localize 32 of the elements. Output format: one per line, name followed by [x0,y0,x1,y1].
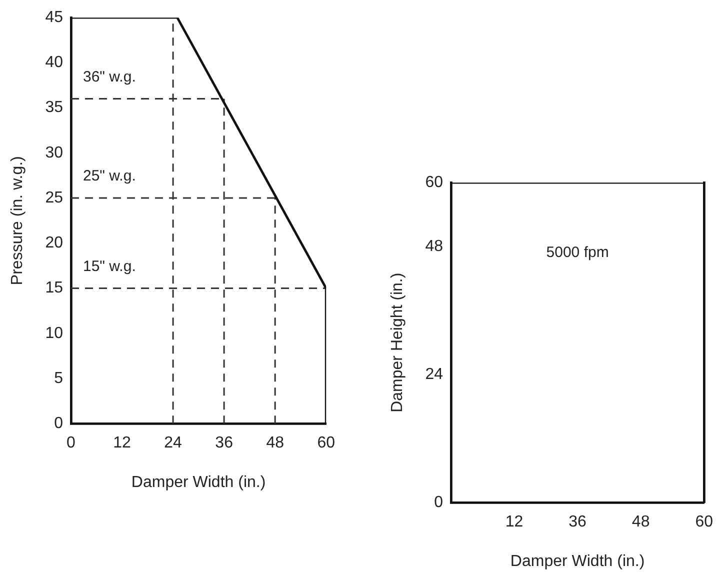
y-tick-label: 35 [45,99,64,116]
x-axis-title: Damper Width (in.) [510,552,645,570]
y-tick-label: 10 [45,324,64,342]
annotation: 15" w.g. [82,258,136,275]
y-tick-label: 25 [45,189,64,206]
y-tick-label: 24 [425,366,444,384]
x-tick-label: 36 [215,434,234,452]
annotation: 25" w.g. [82,168,136,185]
y-tick-label: 5 [54,370,64,387]
y-axis-title: Damper Height (in.) [389,272,406,412]
y-tick-label: 15 [45,280,64,297]
x-tick-label: 48 [266,434,284,452]
y-tick-label: 45 [45,9,64,26]
y-tick-label: 48 [425,238,444,256]
annotation: 36" w.g. [82,68,136,86]
x-tick-label: 36 [568,514,587,531]
annotation: 5000 fpm [546,244,609,262]
x-tick-label: 60 [317,434,336,452]
y-tick-label: 60 [425,174,444,192]
y-tick-label: 0 [54,415,64,432]
x-tick-label: 48 [632,514,650,531]
x-tick-label: 0 [66,434,76,452]
x-tick-label: 24 [164,434,182,452]
x-tick-label: 12 [113,434,132,452]
y-tick-label: 30 [45,144,64,162]
y-axis-title: Pressure (in. w.g.) [9,156,26,286]
x-tick-label: 60 [695,514,714,531]
y-tick-label: 0 [434,494,444,512]
y-tick-label: 20 [45,234,64,252]
x-tick-label: 12 [505,514,524,531]
x-axis-title: Damper Width (in.) [131,474,266,491]
y-tick-label: 40 [45,54,64,72]
